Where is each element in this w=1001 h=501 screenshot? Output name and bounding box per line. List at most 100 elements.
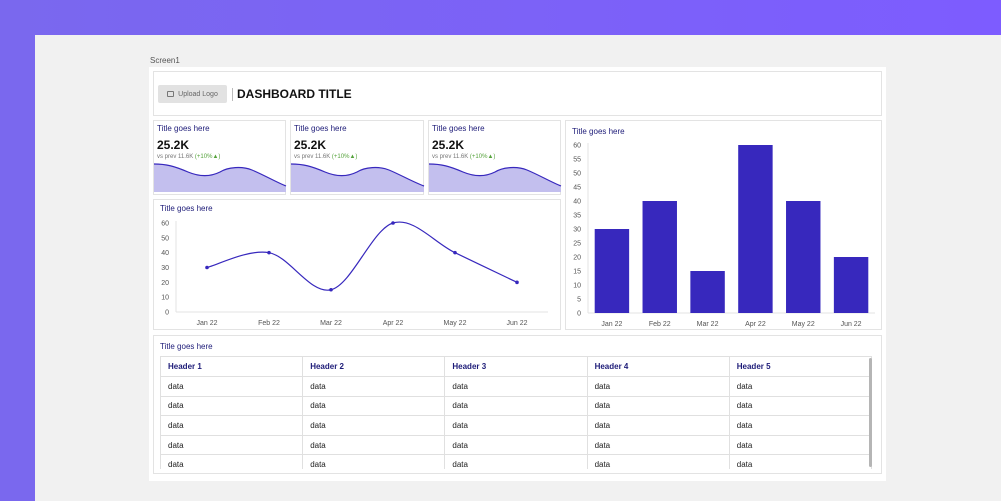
y-tick-label: 50 bbox=[161, 235, 169, 242]
column-header[interactable]: Header 5 bbox=[728, 356, 872, 377]
upload-logo-label: Upload Logo bbox=[178, 90, 218, 98]
bar[interactable] bbox=[833, 257, 869, 313]
bar[interactable] bbox=[594, 229, 630, 313]
chart-title: Title goes here bbox=[572, 127, 625, 136]
data-point[interactable] bbox=[515, 280, 519, 285]
data-point[interactable] bbox=[267, 250, 271, 255]
y-tick-label: 10 bbox=[573, 283, 581, 290]
kpi-delta-value: (+10% bbox=[194, 154, 213, 160]
y-tick-label: 60 bbox=[161, 221, 169, 228]
kpi-sparkline bbox=[154, 163, 287, 192]
kpi-delta: (+10%▲) bbox=[470, 154, 495, 160]
line-chart-card: Title goes here 0 10 20 30 40 50 60 Jan 22 Feb 2… bbox=[153, 199, 561, 330]
table-cell: data bbox=[160, 434, 304, 456]
table-cell: data bbox=[586, 376, 730, 397]
y-tick-label: 45 bbox=[573, 185, 581, 192]
arrow-up-icon: ▲ bbox=[349, 154, 356, 160]
kpi-title: Title goes here bbox=[157, 124, 210, 133]
kpi-card-2[interactable]: Title goes here 25.2K vs prev 11.6K (+10… bbox=[290, 120, 425, 195]
x-tick-label: Mar 22 bbox=[320, 320, 342, 327]
kpi-comparison: vs prev 11.6K (+10%▲) bbox=[294, 154, 357, 160]
bar[interactable] bbox=[642, 201, 677, 313]
kpi-sparkline bbox=[291, 163, 425, 192]
y-tick-label: 35 bbox=[573, 213, 581, 220]
column-header[interactable]: Header 3 bbox=[444, 356, 588, 377]
table-cell: data bbox=[302, 434, 446, 456]
x-tick-label: Jun 22 bbox=[841, 321, 862, 328]
y-tick-label: 5 bbox=[577, 297, 581, 304]
table-title: Title goes here bbox=[160, 342, 213, 351]
kpi-prev: vs prev 11.6K bbox=[157, 154, 194, 160]
data-point[interactable] bbox=[205, 265, 209, 270]
table-cell: data bbox=[586, 434, 730, 456]
table-cell: data bbox=[302, 454, 446, 469]
y-tick-label: 0 bbox=[165, 310, 169, 317]
table-row[interactable]: data data data data data bbox=[160, 395, 872, 417]
table-cell: data bbox=[586, 454, 730, 469]
x-tick-label: Mar 22 bbox=[697, 321, 719, 328]
table-row[interactable]: data data data data data bbox=[160, 415, 872, 436]
column-header[interactable]: Header 2 bbox=[302, 356, 446, 377]
line-chart: 0 10 20 30 40 50 60 Jan 22 Feb 22 Mar 22 Apr 22 May… bbox=[161, 221, 548, 327]
table-cell: data bbox=[444, 415, 588, 436]
y-tick-label: 20 bbox=[573, 255, 581, 262]
table-scroll-area[interactable]: Header 1 Header 2 Header 3 Header 4 Head… bbox=[160, 356, 872, 469]
table-cell: data bbox=[444, 454, 588, 469]
kpi-sparkline bbox=[429, 163, 562, 192]
y-tick-label: 50 bbox=[573, 171, 581, 178]
table-header-row: Header 1 Header 2 Header 3 Header 4 Head… bbox=[160, 356, 872, 377]
kpi-value: 25.2K bbox=[432, 138, 465, 152]
kpi-comparison: vs prev 11.6K (+10%▲) bbox=[432, 154, 495, 160]
x-tick-label: Feb 22 bbox=[649, 321, 671, 328]
kpi-prev: vs prev 11.6K bbox=[294, 154, 331, 160]
y-tick-label: 30 bbox=[161, 265, 169, 272]
bar[interactable] bbox=[690, 271, 725, 313]
table-cell: data bbox=[728, 454, 872, 469]
kpi-prev: vs prev 11.6K bbox=[432, 154, 469, 160]
table-cell: data bbox=[302, 376, 446, 397]
table-cell: data bbox=[728, 395, 872, 417]
x-tick-label: May 22 bbox=[444, 320, 467, 327]
upload-logo-button[interactable]: Upload Logo bbox=[158, 85, 227, 103]
kpi-delta: (+10%▲) bbox=[332, 154, 357, 160]
data-point[interactable] bbox=[391, 221, 395, 225]
table-row[interactable]: data data data data data bbox=[160, 434, 872, 456]
kpi-delta: (+10%▲) bbox=[195, 154, 220, 160]
table-cell: data bbox=[444, 434, 588, 456]
table-cell: data bbox=[302, 415, 446, 436]
table-cell: data bbox=[728, 415, 872, 436]
table-cell: data bbox=[160, 415, 304, 436]
kpi-delta-close: ) bbox=[355, 154, 358, 160]
table-cell: data bbox=[728, 376, 872, 397]
y-tick-label: 15 bbox=[573, 269, 581, 276]
header-divider bbox=[232, 88, 233, 101]
table-cell: data bbox=[160, 454, 304, 469]
y-tick-label: 0 bbox=[577, 311, 581, 318]
bar[interactable] bbox=[738, 145, 773, 313]
x-tick-label: Feb 22 bbox=[258, 320, 280, 327]
image-icon bbox=[167, 91, 175, 97]
kpi-card-3[interactable]: Title goes here 25.2K vs prev 11.6K (+10… bbox=[428, 120, 562, 195]
table-cell: data bbox=[160, 376, 304, 397]
table-cell: data bbox=[444, 376, 588, 397]
vertical-scrollbar[interactable] bbox=[869, 358, 872, 467]
bar[interactable] bbox=[786, 201, 821, 313]
x-tick-label: Jan 22 bbox=[601, 321, 622, 328]
arrow-up-icon: ▲ bbox=[487, 154, 494, 160]
table-cell: data bbox=[586, 395, 730, 417]
column-header[interactable]: Header 1 bbox=[160, 356, 304, 377]
page-title: DASHBOARD TITLE bbox=[237, 87, 352, 101]
table-row[interactable]: data data data data data bbox=[160, 454, 872, 469]
kpi-title: Title goes here bbox=[294, 124, 347, 133]
kpi-delta-close: ) bbox=[218, 154, 221, 160]
data-point[interactable] bbox=[329, 287, 333, 292]
data-point[interactable] bbox=[453, 250, 457, 255]
column-header[interactable]: Header 4 bbox=[586, 356, 730, 377]
kpi-title: Title goes here bbox=[432, 124, 485, 133]
y-tick-label: 60 bbox=[573, 143, 581, 150]
table-row[interactable]: data data data data data bbox=[160, 376, 872, 397]
frame-label[interactable]: Screen1 bbox=[150, 56, 180, 65]
table-cell: data bbox=[160, 395, 304, 417]
kpi-card-1[interactable]: Title goes here 25.2K vs prev 11.6K (+10… bbox=[153, 120, 287, 195]
kpi-delta-close: ) bbox=[493, 154, 496, 160]
